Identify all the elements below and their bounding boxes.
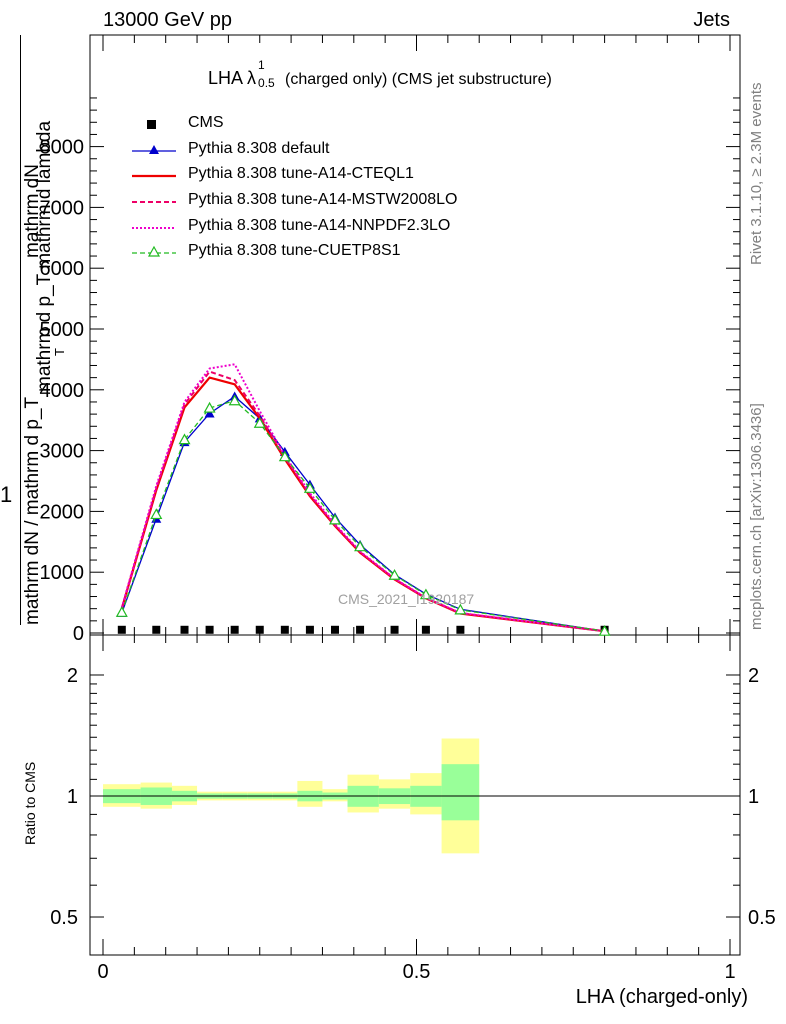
legend-label-cuetp8s1: Pythia 8.308 tune-CUETP8S1: [188, 242, 401, 259]
legend-label-mstw: Pythia 8.308 tune-A14-MSTW2008LO: [188, 191, 458, 208]
series-marker: [278, 450, 291, 462]
main-ytick-label: 5000: [40, 319, 85, 341]
series-line: [120, 363, 605, 633]
series-marker: [328, 513, 342, 525]
main-ytick-label: 1000: [40, 562, 85, 584]
legend-label-default: Pythia 8.308 default: [188, 140, 330, 157]
ratio-xtick-label: 0: [97, 961, 108, 983]
legend-marker-square-icon: [147, 120, 156, 129]
ratio-ytick-label: 0.5: [50, 907, 78, 929]
series-line: [120, 370, 605, 633]
series-marker: [115, 606, 128, 617]
ratio-plot-frame: [89, 634, 741, 956]
legend-marker-triangle-icon: [132, 145, 176, 154]
main-ytick-label: 6000: [40, 258, 85, 280]
series-marker: [598, 624, 611, 636]
cms-data-point: [230, 625, 239, 634]
main-axes: 0 1000 2000 3000 4000 5000 6000 7000 8000: [40, 35, 740, 645]
ratio-band-inner: [441, 764, 480, 821]
cms-data-point: [280, 625, 289, 634]
series-marker: [228, 394, 241, 406]
main-series: [115, 363, 611, 636]
main-ytick-label: 0: [73, 623, 84, 645]
ratio-axes: 0.5 0.5 1 1 2 2 0 0.5 1: [50, 635, 776, 983]
plot-title: LHA λ 1 0.5 (charged only) (CMS jet subs…: [208, 58, 552, 90]
ratio-xtick-label: 1: [724, 961, 735, 983]
ratio-ytick-label: 1: [67, 786, 78, 808]
mcplots-info: mcplots.cern.ch [arXiv:1306.3436]: [748, 403, 765, 630]
ratio-xtick-label: 0.5: [403, 961, 431, 983]
main-ytick-label: 7000: [40, 197, 85, 219]
cms-data-point: [356, 625, 365, 634]
series-marker: [203, 401, 216, 413]
cms-data-point: [255, 625, 264, 634]
main-ytick-label: 8000: [40, 137, 85, 159]
rivet-info: Rivet 3.1.10, ≥ 2.3M events: [748, 82, 765, 266]
main-ytick-label: 4000: [40, 380, 85, 402]
series-marker: [454, 603, 467, 615]
legend-marker-open-triangle-icon: [132, 245, 176, 257]
cms-data-point: [205, 625, 214, 634]
ratio-ytick-label-right: 0.5: [748, 907, 776, 929]
ratio-ytick-label-right: 2: [748, 665, 759, 687]
cms-data-point: [305, 625, 314, 634]
cms-data-point: [117, 625, 126, 634]
series-marker: [178, 433, 191, 445]
cms-data-point: [421, 625, 430, 634]
ratio-ytick-label: 2: [67, 665, 78, 687]
main-ytick-label: 2000: [40, 501, 85, 523]
series-marker: [354, 540, 367, 552]
series-marker: [388, 569, 401, 580]
plot-title-sub: 0.5: [258, 76, 275, 90]
legend-label-cteql1: Pythia 8.308 tune-A14-CTEQL1: [188, 165, 414, 182]
cms-data-point: [152, 625, 161, 634]
cms-data-point: [390, 625, 399, 634]
plot-title-main: LHA λ: [208, 68, 257, 88]
legend-line-dashed-icon: [132, 201, 176, 203]
series-marker: [303, 482, 316, 493]
series-line: [121, 399, 605, 632]
cms-data-point: [180, 625, 189, 634]
ratio-ytick-label-right: 1: [748, 786, 759, 808]
plot-title-sup: 1: [258, 58, 265, 72]
analysis-watermark: CMS_2021_I1920187: [338, 591, 475, 607]
legend-line-solid-icon: [132, 174, 176, 178]
series-marker: [253, 417, 266, 428]
header-jets: Jets: [693, 9, 730, 31]
main-ytick-label: 3000: [40, 441, 85, 463]
series-marker: [419, 588, 432, 600]
cms-data-point: [330, 625, 339, 634]
series-marker: [150, 508, 163, 520]
header-energy: 13000 GeV pp: [103, 9, 232, 31]
legend-line-dotted-icon: [132, 227, 176, 229]
plot-title-rest: (charged only) (CMS jet substructure): [285, 71, 552, 88]
ratio-xlabel: LHA (charged-only): [575, 986, 748, 1008]
ratio-ylabel: Ratio to CMS: [22, 761, 38, 845]
legend-label-cms: CMS: [188, 114, 224, 131]
series-line: [121, 395, 605, 632]
series-marker: [204, 408, 215, 418]
legend-label-nnpdf: Pythia 8.308 tune-A14-NNPDF2.3LO: [188, 217, 451, 234]
cms-data-point: [456, 625, 465, 634]
